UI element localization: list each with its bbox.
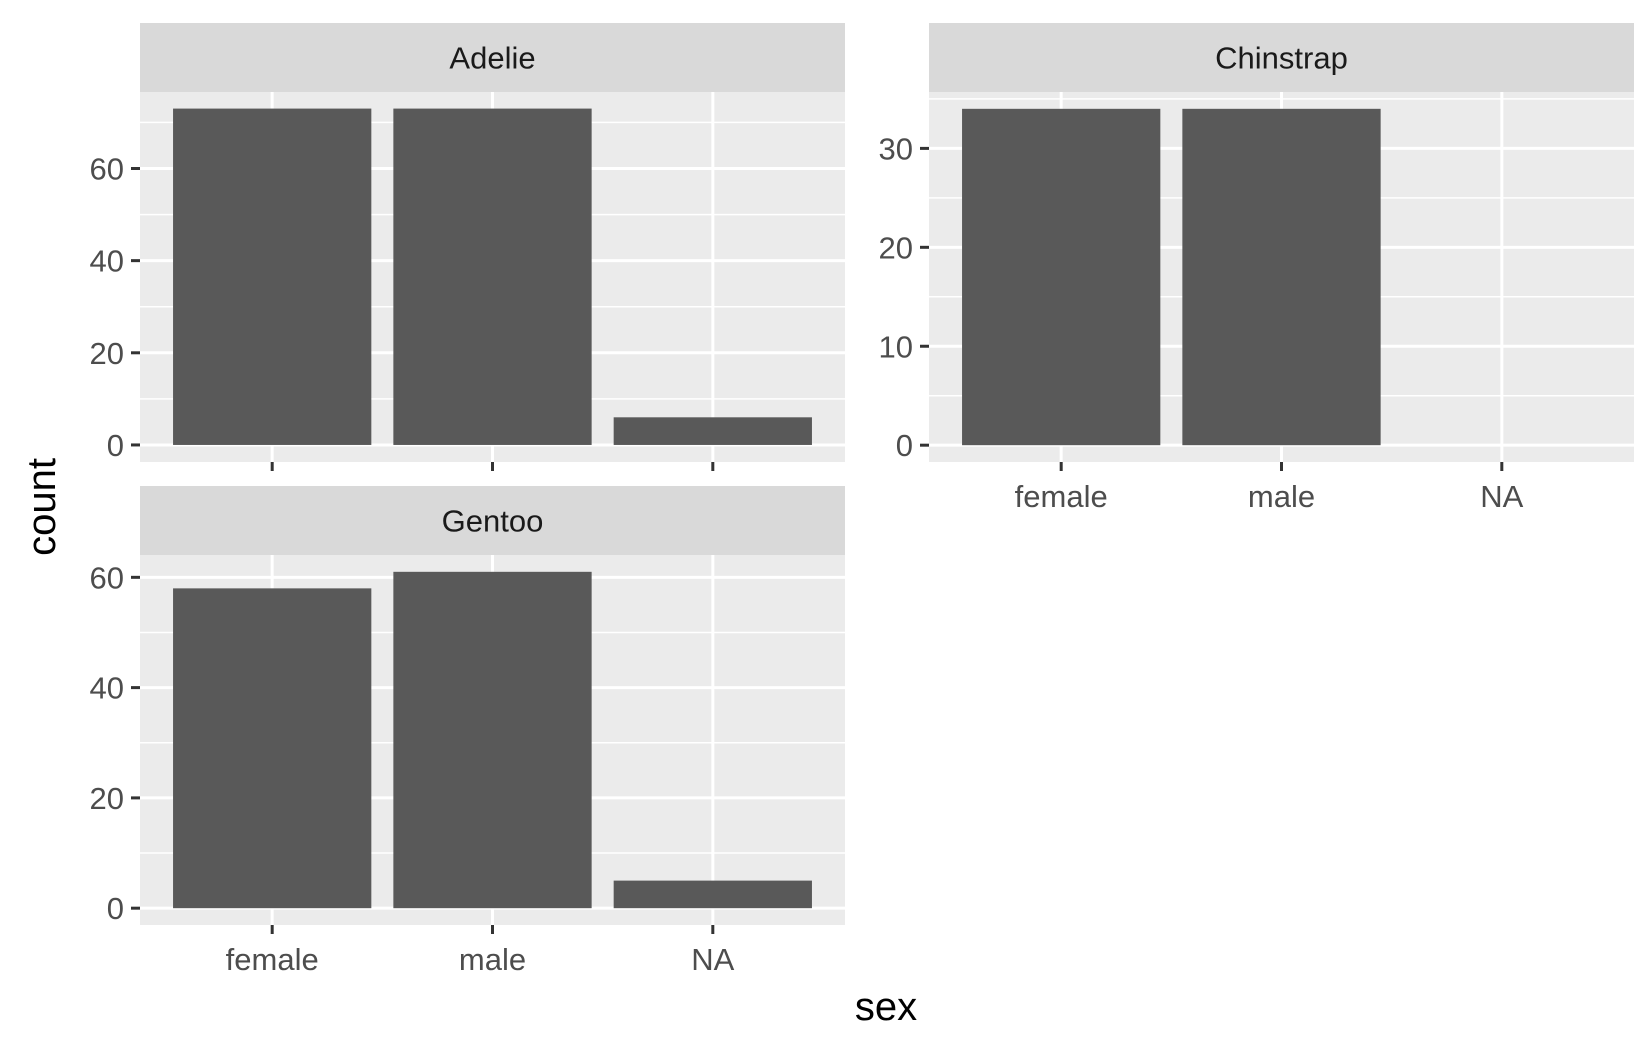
facet-panel-adelie: Adelie 0 20 40 60 [90,23,845,471]
y-tick-label: 60 [90,560,124,595]
y-tick-label: 0 [896,428,913,463]
y-axis-title: count [20,458,64,556]
x-tick-label: male [1248,479,1315,514]
y-tick-label: 20 [90,336,124,371]
x-tick-label: male [459,942,526,977]
x-tick-label: NA [691,942,734,977]
bar-adelie-na [613,417,812,445]
facet-strip-label: Adelie [449,41,535,76]
bar-chinstrap-male [1182,108,1381,446]
y-tick-label: 10 [879,329,913,364]
facet-strip-label: Gentoo [442,504,544,539]
y-tick-label: 0 [107,891,124,926]
x-tick-label: female [1015,479,1108,514]
bar-adelie-male [393,108,592,445]
x-axis-title: sex [855,985,917,1029]
x-tick-label: NA [1480,479,1523,514]
facet-strip [929,23,1634,92]
facet-panel-gentoo: Gentoo 0 20 40 60 female male NA [90,486,845,977]
x-tick-label: female [226,942,319,977]
y-tick-label: 40 [90,671,124,706]
bar-adelie-female [173,108,372,445]
facet-strip [140,23,845,92]
y-tick-label: 40 [90,244,124,279]
bar-chinstrap-female [962,108,1161,446]
facet-strip [140,486,845,555]
y-tick-label: 30 [879,131,913,166]
y-tick-label: 20 [879,230,913,265]
facet-strip-label: Chinstrap [1215,41,1348,76]
facet-panel-chinstrap: Chinstrap 0 10 20 30 female male NA [879,23,1634,514]
y-tick-label: 0 [107,428,124,463]
bar-gentoo-na [613,880,812,909]
y-tick-label: 60 [90,151,124,186]
bar-gentoo-male [393,571,592,909]
bar-gentoo-female [173,588,372,909]
y-tick-label: 20 [90,781,124,816]
